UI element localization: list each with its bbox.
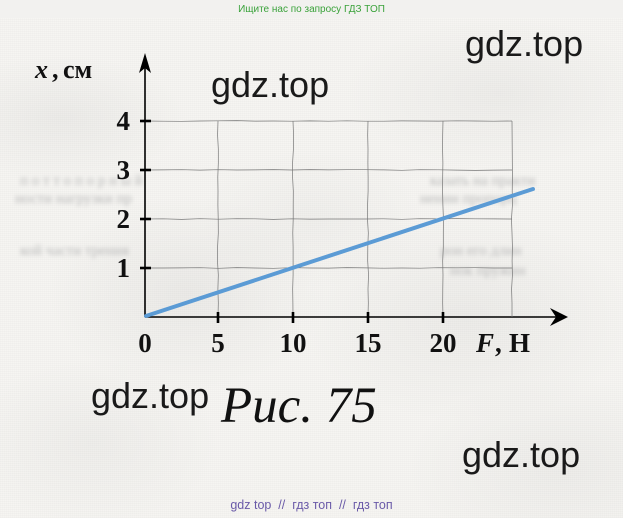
svg-text:H: H bbox=[509, 328, 530, 358]
svg-text:Рис. 75: Рис. 75 bbox=[220, 378, 377, 434]
svg-text:,: , bbox=[495, 328, 502, 358]
svg-text:1: 1 bbox=[117, 253, 131, 283]
svg-text:см: см bbox=[63, 55, 92, 84]
svg-text:20: 20 bbox=[430, 328, 457, 358]
svg-text:0: 0 bbox=[138, 328, 152, 358]
svg-text:5: 5 bbox=[211, 328, 225, 358]
svg-text:10: 10 bbox=[280, 328, 307, 358]
svg-text:x: x bbox=[34, 55, 48, 84]
svg-text:2: 2 bbox=[117, 204, 131, 234]
svg-text:F: F bbox=[475, 328, 494, 358]
svg-text:15: 15 bbox=[355, 328, 382, 358]
svg-text:,: , bbox=[52, 55, 59, 84]
svg-text:3: 3 bbox=[117, 155, 131, 185]
svg-text:4: 4 bbox=[117, 106, 131, 136]
